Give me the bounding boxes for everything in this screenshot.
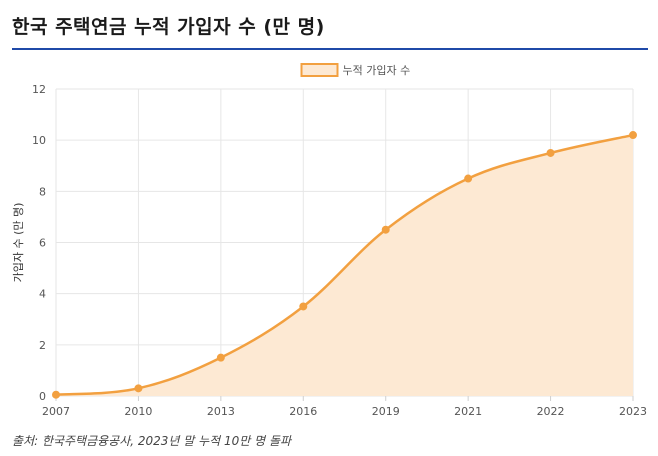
area-layer xyxy=(56,135,633,397)
x-tick-label: 2021 xyxy=(454,405,482,418)
x-tick-label: 2019 xyxy=(372,405,400,418)
page-title: 한국 주택연금 누적 가입자 수 (만 명) xyxy=(12,16,325,38)
x-tick-label: 2022 xyxy=(537,405,565,418)
data-point-2022 xyxy=(546,148,555,157)
title-divider xyxy=(12,48,648,50)
data-point-2021 xyxy=(464,174,473,183)
point-layer xyxy=(52,131,637,399)
x-tick-label: 2010 xyxy=(124,405,152,418)
x-tick-label: 2016 xyxy=(289,405,317,418)
line-layer xyxy=(55,133,634,396)
x-tick-label: 2013 xyxy=(207,405,235,418)
legend-swatch xyxy=(300,63,339,77)
data-point-2010 xyxy=(134,384,143,393)
x-tick-label: 2023 xyxy=(619,405,647,418)
y-tick-label: 6 xyxy=(39,237,46,250)
y-tick-label: 12 xyxy=(32,83,46,96)
series-line xyxy=(55,133,634,396)
y-tick-label: 0 xyxy=(39,390,46,403)
y-tick-label: 8 xyxy=(39,185,46,198)
data-point-2019 xyxy=(381,225,390,234)
axis-layer: 0 2 4 6 8 10 12 2007 2010 2013 2016 2019 2021 2022 202… xyxy=(12,83,647,418)
line-area-chart: 0 2 4 6 8 10 12 2007 2010 2013 2016 2019 2021 2022 202… xyxy=(12,63,647,418)
y-tick-label: 10 xyxy=(32,134,46,147)
x-tick-label: 2007 xyxy=(42,405,70,418)
source-note: 출처: 한국주택금융공사, 2023년 말 누적 10만 명 돌파 xyxy=(12,434,292,448)
y-tick-label: 2 xyxy=(39,339,46,352)
data-point-2007 xyxy=(52,390,60,399)
legend-layer: 누적 가입자 수 xyxy=(300,63,411,77)
data-point-2023 xyxy=(629,131,637,140)
data-point-2016 xyxy=(299,302,308,311)
legend-label: 누적 가입자 수 xyxy=(343,64,411,77)
data-point-2013 xyxy=(216,353,225,362)
y-tick-label: 4 xyxy=(39,288,46,301)
series-area-fill xyxy=(56,135,633,397)
chart-container: 0 2 4 6 8 10 12 2007 2010 2013 2016 2019 2021 2022 202… xyxy=(0,56,658,426)
y-axis-title: 가입자 수 (만 명) xyxy=(12,203,25,283)
